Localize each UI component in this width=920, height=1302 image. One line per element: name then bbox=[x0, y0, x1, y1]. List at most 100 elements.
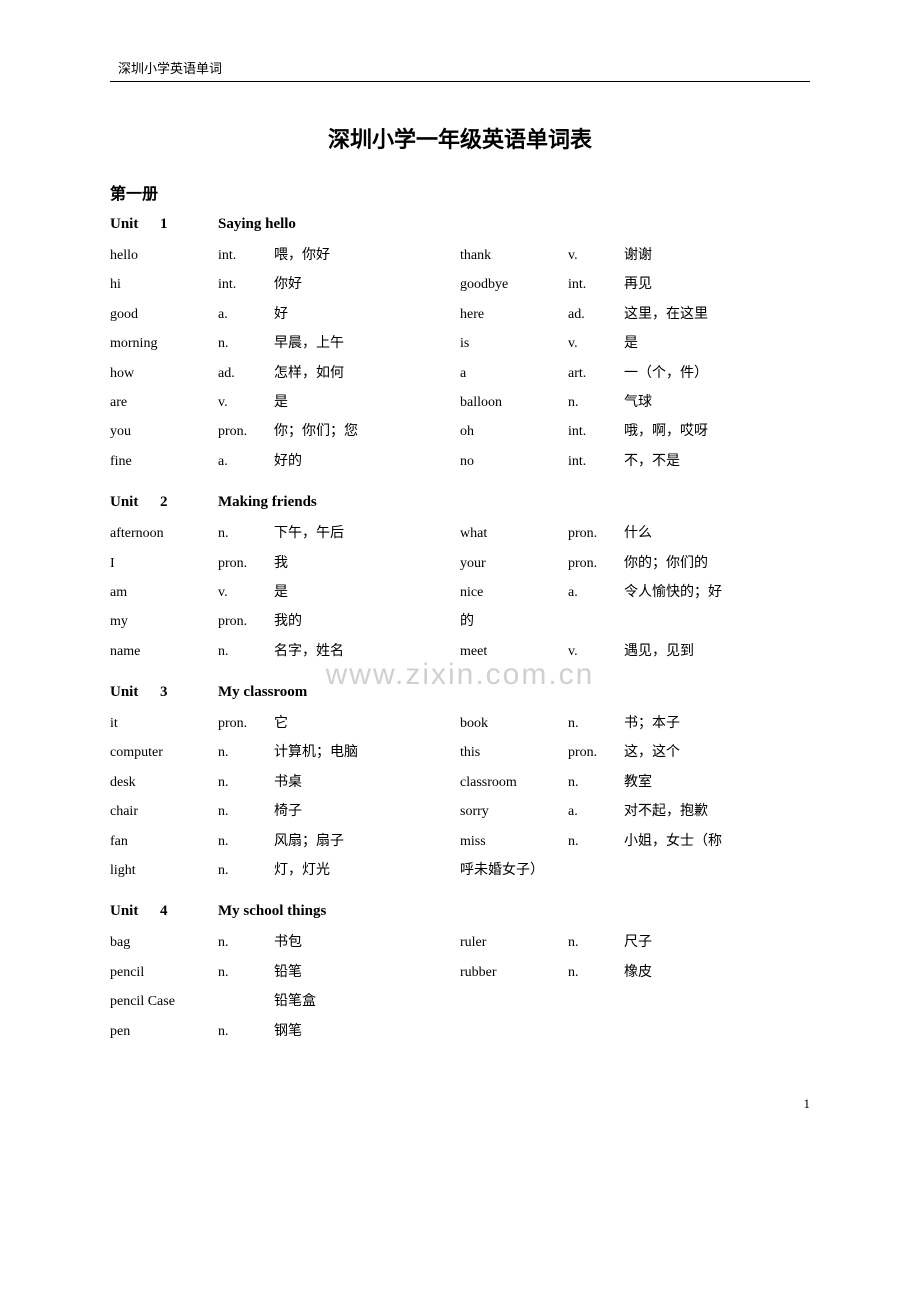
vocab-meaning: 书；本子 bbox=[624, 709, 810, 738]
vocab-row: morningn.早晨，上午isv.是 bbox=[110, 329, 810, 358]
vocab-meaning: 哦，啊，哎呀 bbox=[624, 417, 810, 446]
unit-number: 4 bbox=[160, 903, 218, 920]
vocab-pos: v. bbox=[568, 637, 624, 666]
vocab-col-left: amv.是 bbox=[110, 578, 460, 607]
vocab-col-right: yourpron.你的；你们的 bbox=[460, 549, 810, 578]
vocab-word: 呼未婚女子） bbox=[460, 856, 568, 885]
vocab-pos: int. bbox=[218, 270, 274, 299]
vocab-pos bbox=[568, 856, 624, 885]
unit-block: Unit3My classroomitpron.它bookn.书；本子compu… bbox=[110, 684, 810, 885]
vocab-col-left: penn.钢笔 bbox=[110, 1017, 460, 1046]
vocab-meaning: 铅笔 bbox=[274, 958, 460, 987]
vocab-word: oh bbox=[460, 417, 568, 446]
vocab-meaning: 这里，在这里 bbox=[624, 300, 810, 329]
vocab-pos: v. bbox=[568, 241, 624, 270]
vocab-meaning: 怎样，如何 bbox=[274, 359, 460, 388]
vocab-col-left: mypron.我的 bbox=[110, 607, 460, 636]
vocab-row: lightn.灯，灯光呼未婚女子） bbox=[110, 856, 810, 885]
vocab-row: helloint.喂，你好thankv.谢谢 bbox=[110, 241, 810, 270]
vocab-meaning bbox=[624, 607, 810, 636]
vocab-col-right: 的 bbox=[460, 607, 810, 636]
vocab-word: here bbox=[460, 300, 568, 329]
vocab-meaning: 气球 bbox=[624, 388, 810, 417]
vocab-word bbox=[460, 1017, 568, 1046]
vocab-pos: n. bbox=[568, 827, 624, 856]
vocab-col-right: thispron.这，这个 bbox=[460, 738, 810, 767]
vocab-meaning: 书桌 bbox=[274, 768, 460, 797]
vocab-pos bbox=[568, 987, 624, 1016]
book-label: 第一册 bbox=[110, 180, 810, 204]
vocab-meaning: 铅笔盒 bbox=[274, 987, 460, 1016]
vocab-word: you bbox=[110, 417, 218, 446]
vocab-meaning: 你的；你们的 bbox=[624, 549, 810, 578]
vocab-word: hello bbox=[110, 241, 218, 270]
vocab-pos: n. bbox=[568, 768, 624, 797]
vocab-meaning: 橡皮 bbox=[624, 958, 810, 987]
unit-label: Unit bbox=[110, 494, 160, 511]
vocab-meaning: 教室 bbox=[624, 768, 810, 797]
vocab-pos: n. bbox=[568, 388, 624, 417]
unit-number: 1 bbox=[160, 216, 218, 233]
vocab-meaning: 椅子 bbox=[274, 797, 460, 826]
vocab-pos: n. bbox=[218, 1017, 274, 1046]
vocab-meaning: 灯，灯光 bbox=[274, 856, 460, 885]
vocab-pos: pron. bbox=[218, 709, 274, 738]
vocab-word: balloon bbox=[460, 388, 568, 417]
unit-header: Unit2Making friends bbox=[110, 494, 810, 511]
vocab-meaning: 再见 bbox=[624, 270, 810, 299]
vocab-pos: a. bbox=[568, 578, 624, 607]
vocab-word: sorry bbox=[460, 797, 568, 826]
vocab-word: a bbox=[460, 359, 568, 388]
vocab-row: pencil Case铅笔盒 bbox=[110, 987, 810, 1016]
vocab-pos: pron. bbox=[568, 738, 624, 767]
unit-title: My school things bbox=[218, 903, 326, 920]
vocab-pos: ad. bbox=[218, 359, 274, 388]
vocab-meaning: 是 bbox=[624, 329, 810, 358]
unit-block: Unit2Making friendsafternoonn.下午，午后whatp… bbox=[110, 494, 810, 666]
vocab-row: howad.怎样，如何aart.一（个，件） bbox=[110, 359, 810, 388]
vocab-pos: n. bbox=[218, 519, 274, 548]
vocab-pos: int. bbox=[568, 270, 624, 299]
unit-title: Saying hello bbox=[218, 216, 296, 233]
vocab-word: rubber bbox=[460, 958, 568, 987]
page-title: 深圳小学一年级英语单词表 bbox=[110, 122, 810, 154]
vocab-meaning: 是 bbox=[274, 388, 460, 417]
vocab-word: miss bbox=[460, 827, 568, 856]
vocab-pos: v. bbox=[568, 329, 624, 358]
vocab-col-left: namen.名字，姓名 bbox=[110, 637, 460, 666]
vocab-pos: a. bbox=[218, 300, 274, 329]
vocab-col-right: missn.小姐，女士（称 bbox=[460, 827, 810, 856]
vocab-word: classroom bbox=[460, 768, 568, 797]
vocab-pos bbox=[568, 1017, 624, 1046]
vocab-word: good bbox=[110, 300, 218, 329]
vocab-meaning: 这，这个 bbox=[624, 738, 810, 767]
vocab-pos: v. bbox=[218, 578, 274, 607]
vocab-pos: n. bbox=[568, 928, 624, 957]
vocab-word bbox=[460, 987, 568, 1016]
page-number: 1 bbox=[110, 1096, 810, 1112]
vocab-col-left: pencil Case铅笔盒 bbox=[110, 987, 460, 1016]
unit-label: Unit bbox=[110, 684, 160, 701]
vocab-row: youpron.你；你们；您ohint.哦，啊，哎呀 bbox=[110, 417, 810, 446]
vocab-col-left: computern.计算机；电脑 bbox=[110, 738, 460, 767]
header-rule bbox=[110, 81, 810, 82]
vocab-col-left: fann.风扇；扇子 bbox=[110, 827, 460, 856]
vocab-word: ruler bbox=[460, 928, 568, 957]
unit-header: Unit4My school things bbox=[110, 903, 810, 920]
vocab-col-right: thankv.谢谢 bbox=[460, 241, 810, 270]
vocab-col-left: howad.怎样，如何 bbox=[110, 359, 460, 388]
vocab-meaning bbox=[624, 987, 810, 1016]
unit-block: Unit1Saying hellohelloint.喂，你好thankv.谢谢h… bbox=[110, 216, 810, 476]
vocab-word: name bbox=[110, 637, 218, 666]
vocab-row: gooda.好heread.这里，在这里 bbox=[110, 300, 810, 329]
unit-block: Unit4My school thingsbagn.书包rulern.尺子pen… bbox=[110, 903, 810, 1046]
vocab-pos: n. bbox=[568, 958, 624, 987]
vocab-pos: n. bbox=[218, 958, 274, 987]
vocab-word: goodbye bbox=[460, 270, 568, 299]
vocab-word: afternoon bbox=[110, 519, 218, 548]
vocab-pos: int. bbox=[218, 241, 274, 270]
vocab-word: how bbox=[110, 359, 218, 388]
vocab-meaning: 你；你们；您 bbox=[274, 417, 460, 446]
vocab-word: desk bbox=[110, 768, 218, 797]
vocab-word: light bbox=[110, 856, 218, 885]
